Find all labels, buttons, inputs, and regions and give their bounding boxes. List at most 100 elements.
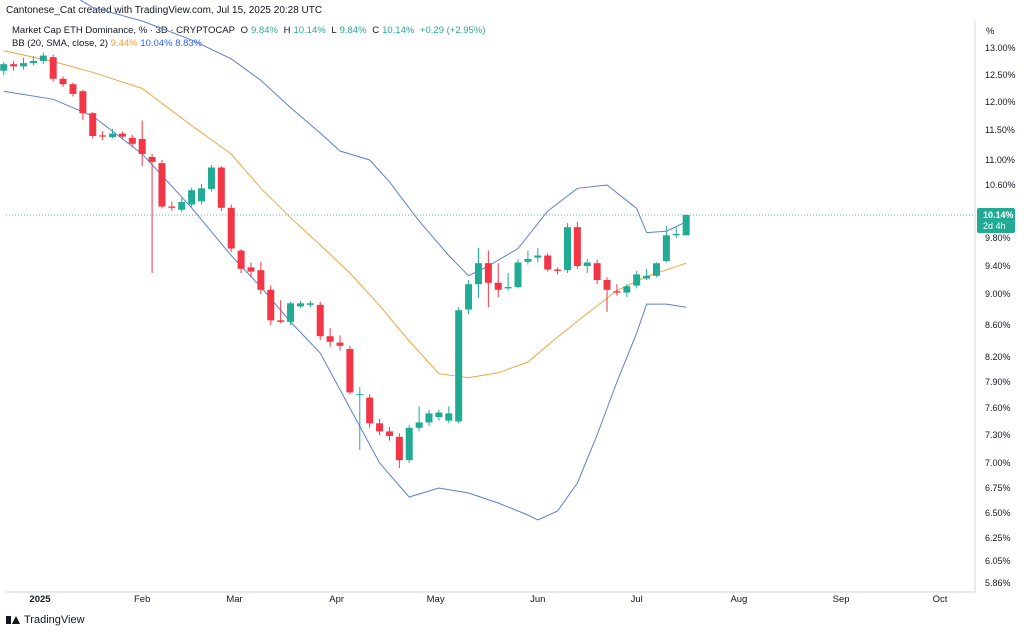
candle[interactable] — [563, 223, 571, 273]
candle[interactable] — [10, 60, 18, 71]
candle[interactable] — [306, 300, 314, 308]
candle[interactable] — [316, 301, 324, 341]
y-tick-label: 11.00% — [985, 155, 1015, 165]
candle[interactable] — [534, 247, 542, 263]
candle[interactable] — [385, 426, 393, 441]
candle[interactable] — [20, 57, 28, 70]
candle[interactable] — [277, 300, 285, 324]
candle[interactable] — [405, 425, 413, 463]
y-tick-label: 8.20% — [985, 352, 1011, 362]
candle[interactable] — [524, 250, 532, 265]
candle[interactable] — [583, 259, 591, 273]
candle[interactable] — [366, 394, 374, 428]
last-price-value: 10.14% — [983, 210, 1014, 220]
candle[interactable] — [227, 204, 235, 252]
indicator-label[interactable]: BB (20, SMA, close, 2) — [12, 38, 109, 49]
candle[interactable] — [118, 131, 126, 139]
y-tick-label: 6.25% — [985, 533, 1011, 543]
y-tick-label: 9.40% — [985, 261, 1011, 271]
candle[interactable] — [474, 247, 482, 298]
candle[interactable] — [395, 433, 403, 468]
candle[interactable] — [346, 345, 354, 395]
candle[interactable] — [257, 261, 265, 294]
y-tick-label: 8.60% — [985, 320, 1011, 330]
candle[interactable] — [29, 56, 37, 66]
candle[interactable] — [544, 253, 552, 272]
candle[interactable] — [296, 300, 304, 308]
candle[interactable] — [59, 76, 67, 87]
candle[interactable] — [465, 280, 473, 315]
candle[interactable] — [682, 215, 690, 236]
bb-basis-line[interactable] — [3, 50, 687, 379]
candle[interactable] — [178, 198, 186, 213]
y-tick-label: 13.00% — [985, 43, 1016, 53]
candle[interactable] — [168, 201, 176, 212]
candle[interactable] — [643, 268, 651, 280]
candle[interactable] — [455, 307, 463, 424]
x-tick-label: Jun — [530, 594, 545, 605]
candle[interactable] — [504, 273, 512, 291]
candle[interactable] — [188, 187, 196, 208]
candle[interactable] — [652, 262, 660, 278]
candle[interactable] — [376, 418, 384, 435]
candle[interactable] — [613, 284, 621, 296]
candle[interactable] — [356, 387, 364, 450]
candle[interactable] — [287, 301, 295, 325]
x-tick-label: 2025 — [29, 594, 51, 605]
candle[interactable] — [415, 406, 423, 432]
candle[interactable] — [49, 54, 57, 82]
candle[interactable] — [593, 259, 601, 285]
candle[interactable] — [514, 259, 522, 289]
x-tick-label: Apr — [329, 594, 344, 605]
bar-countdown: 2d 4h — [983, 221, 1006, 231]
candle[interactable] — [128, 134, 136, 148]
candle[interactable] — [633, 270, 641, 289]
candle[interactable] — [435, 409, 443, 421]
candle[interactable] — [623, 284, 631, 298]
candle[interactable] — [672, 227, 680, 238]
candle[interactable] — [336, 335, 344, 351]
bb-lower-band[interactable] — [3, 90, 687, 521]
candle[interactable] — [662, 225, 670, 263]
candle[interactable] — [0, 62, 8, 75]
candle[interactable] — [79, 89, 87, 120]
candle[interactable] — [109, 128, 117, 139]
candle[interactable] — [237, 249, 245, 273]
candle[interactable] — [198, 183, 206, 205]
x-tick-label: May — [427, 594, 445, 605]
candle[interactable] — [484, 250, 492, 308]
symbol-name[interactable]: Market Cap ETH Dominance, % · 3D · CRYPT… — [12, 25, 235, 36]
indicator-lower-value: 8.83% — [175, 38, 203, 49]
candle[interactable] — [148, 154, 156, 273]
candle[interactable] — [247, 262, 255, 278]
candle[interactable] — [69, 82, 77, 97]
candle[interactable] — [445, 406, 453, 424]
candle[interactable] — [89, 112, 97, 139]
axis-unit-label[interactable]: % — [986, 26, 995, 37]
candle[interactable] — [603, 277, 611, 312]
indicator-basis-value: 9.44% — [110, 38, 138, 49]
candle[interactable] — [554, 267, 562, 275]
symbol-legend: Market Cap ETH Dominance, % · 3D · CRYPT… — [12, 25, 488, 36]
candle[interactable] — [425, 409, 433, 426]
y-tick-label: 5.86% — [985, 578, 1011, 588]
open-label: O — [240, 25, 248, 36]
candle[interactable] — [217, 166, 225, 212]
candle[interactable] — [267, 285, 275, 325]
change-value: +0.29 (+2.95%) — [419, 25, 486, 36]
bb-upper-band[interactable] — [4, 0, 687, 277]
candle[interactable] — [494, 263, 502, 298]
y-tick-label: 9.80% — [985, 233, 1011, 243]
high-label: H — [283, 25, 291, 36]
y-tick-label: 6.75% — [985, 483, 1011, 493]
candle[interactable] — [99, 131, 107, 141]
candle[interactable] — [573, 221, 581, 269]
candle[interactable] — [158, 160, 166, 209]
brand-name: TradingView — [24, 614, 85, 626]
candle[interactable] — [207, 165, 215, 192]
candle[interactable] — [39, 52, 47, 65]
candle[interactable] — [138, 120, 146, 167]
candle[interactable] — [326, 328, 334, 347]
last-price-tag[interactable]: 10.14%2d 4h — [977, 208, 1015, 233]
